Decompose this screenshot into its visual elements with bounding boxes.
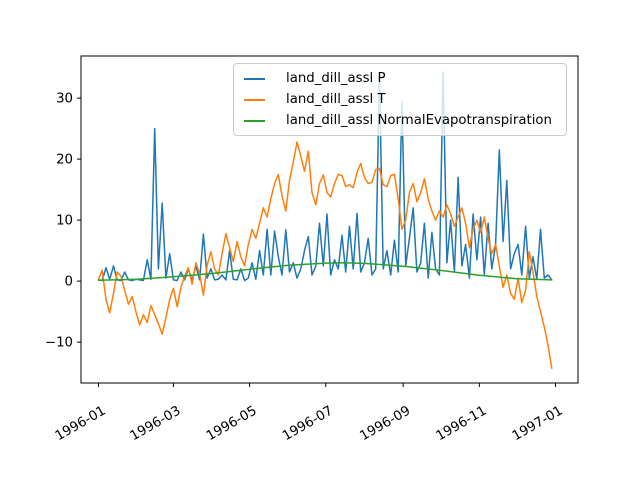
series-line-1: [97, 141, 553, 370]
legend: land_dill_assl P land_dill_assl T land_d…: [233, 63, 567, 136]
x-tick-label: 1997-01: [510, 403, 566, 444]
legend-line-swatch-p: [244, 77, 265, 80]
x-tick-label: 1996-05: [204, 403, 260, 444]
legend-label-p: land_dill_assl P: [286, 71, 386, 86]
legend-label-t: land_dill_assl T: [286, 92, 386, 107]
y-tick-label: 20: [56, 153, 73, 168]
series-line-0: [97, 71, 553, 282]
y-tick-label: 30: [56, 92, 73, 107]
legend-entry-t: land_dill_assl T: [244, 89, 556, 110]
legend-entry-evapotranspiration: land_dill_assl NormalEvapotranspiration: [244, 110, 556, 131]
y-tick-label: 10: [56, 214, 73, 229]
legend-label-evapotranspiration: land_dill_assl NormalEvapotranspiration: [286, 113, 552, 128]
legend-entry-p: land_dill_assl P: [244, 68, 556, 89]
x-tick-label: 1996-09: [358, 403, 414, 444]
legend-line-swatch-t: [244, 98, 265, 101]
y-tick-label: −10: [45, 336, 73, 351]
x-tick-label: 1996-11: [434, 403, 490, 444]
x-tick-label: 1996-07: [280, 403, 336, 444]
legend-line-swatch-evapotranspiration: [244, 119, 265, 122]
series-line-2: [97, 262, 553, 281]
axes-frame: [80, 55, 579, 384]
y-tick-label: 0: [65, 275, 73, 290]
x-tick-label: 1996-03: [128, 403, 184, 444]
x-tick-label: 1996-01: [53, 403, 109, 444]
